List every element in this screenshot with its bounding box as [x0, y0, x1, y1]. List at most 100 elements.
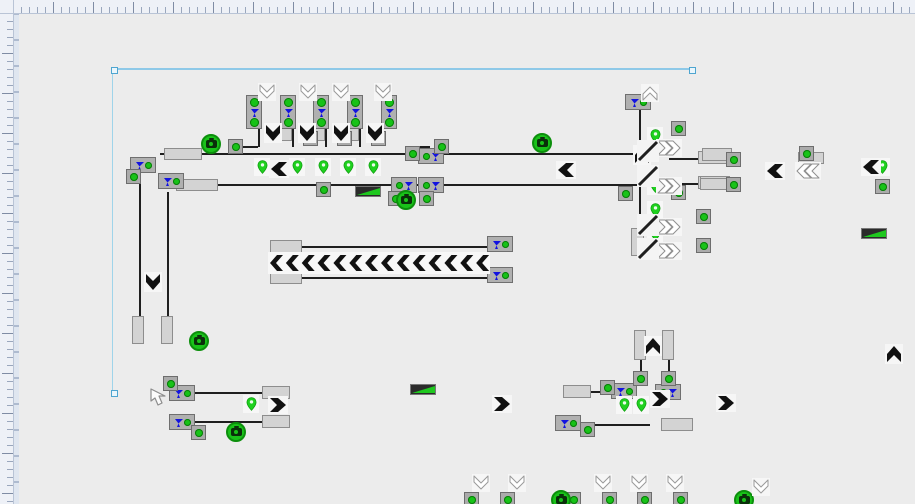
- block-stub-b[interactable]: [161, 316, 173, 344]
- pin-3[interactable]: [315, 158, 331, 176]
- node-trunk-left[interactable]: [618, 186, 633, 201]
- siding-direction-arrow-run[interactable]: [268, 252, 490, 274]
- selection-handle-top-left[interactable]: [111, 67, 118, 74]
- node-bot-2[interactable]: [500, 492, 515, 504]
- chevron-down-b5[interactable]: [666, 474, 684, 492]
- block-depot-low-right[interactable]: [661, 418, 693, 431]
- node-bot-4[interactable]: [602, 492, 617, 504]
- node-trunk-1[interactable]: [671, 121, 686, 136]
- chevron-black-down-4[interactable]: [366, 123, 384, 143]
- node-branch-a[interactable]: [726, 152, 741, 167]
- signal-w4[interactable]: [347, 95, 363, 129]
- camera-north-east[interactable]: [532, 133, 552, 153]
- chevron-black-down-1[interactable]: [264, 123, 282, 143]
- signal-yard-b[interactable]: [169, 414, 195, 430]
- node-depot-2[interactable]: [633, 371, 648, 386]
- signal-siding-tr[interactable]: [487, 236, 513, 252]
- pin-1[interactable]: [254, 158, 270, 176]
- node-bot-5[interactable]: [637, 492, 652, 504]
- signal-w1[interactable]: [246, 95, 262, 129]
- chevron-dbl-left-east[interactable]: [795, 162, 821, 180]
- chevron-black-left-main[interactable]: [556, 161, 576, 179]
- chevron-down-w4[interactable]: [374, 83, 392, 101]
- node-far-right[interactable]: [875, 179, 890, 194]
- camera-yard-low[interactable]: [226, 422, 246, 442]
- node-mid-1[interactable]: [405, 146, 420, 161]
- chevron-down-b3[interactable]: [594, 474, 612, 492]
- dswitch-trunk-3[interactable]: [637, 214, 659, 236]
- drawing-canvas[interactable]: [14, 14, 915, 504]
- chevron-down-w3[interactable]: [332, 83, 350, 101]
- node-branch-b[interactable]: [726, 177, 741, 192]
- signal-west-lower-b[interactable]: [158, 173, 184, 189]
- chevron-black-up-depot[interactable]: [644, 336, 662, 356]
- pin-depot-1[interactable]: [616, 396, 632, 414]
- chevron-down-b1[interactable]: [472, 474, 490, 492]
- chevron-down-b2[interactable]: [508, 474, 526, 492]
- chevron-black-down-3[interactable]: [332, 123, 350, 143]
- chevron-black-left-east-1[interactable]: [765, 162, 785, 180]
- block-yard-bottom[interactable]: [262, 415, 290, 428]
- camera-bottom-2[interactable]: [734, 490, 754, 504]
- node-bot-6[interactable]: [673, 492, 688, 504]
- dswitch-trunk-4[interactable]: [637, 238, 659, 260]
- ruler-origin-corner[interactable]: [0, 0, 14, 14]
- camera-center[interactable]: [396, 190, 416, 210]
- dswitch-trunk-2[interactable]: [637, 165, 659, 187]
- chevron-black-right-far[interactable]: [716, 394, 736, 412]
- pin-depot-2[interactable]: [633, 396, 649, 414]
- chevron-black-right-depot[interactable]: [650, 390, 670, 408]
- chevron-down-w2[interactable]: [299, 83, 317, 101]
- chevron-black-right-mid[interactable]: [492, 395, 512, 413]
- chevron-dbl-right-1[interactable]: [656, 139, 682, 157]
- turnout-center[interactable]: [355, 186, 381, 197]
- block-west-upper[interactable]: [164, 148, 202, 160]
- node-mid-2[interactable]: [434, 139, 449, 154]
- turnout-mid-bottom[interactable]: [410, 384, 436, 395]
- selection-handle-bottom-left[interactable]: [111, 390, 118, 397]
- node-yard-low[interactable]: [191, 425, 206, 440]
- node-east-far[interactable]: [799, 146, 814, 161]
- signal-trunk-top[interactable]: [625, 94, 651, 110]
- node-west-1[interactable]: [228, 139, 243, 154]
- signal-depot-c[interactable]: [555, 415, 581, 431]
- pin-4[interactable]: [340, 158, 356, 176]
- chevron-up-trunk[interactable]: [641, 84, 659, 102]
- pin-5[interactable]: [365, 158, 381, 176]
- block-stub-a[interactable]: [132, 316, 144, 344]
- node-depot-3[interactable]: [661, 371, 676, 386]
- node-trunk-4[interactable]: [696, 238, 711, 253]
- chevron-black-left-east-2[interactable]: [861, 158, 881, 176]
- chevron-dbl-right-4[interactable]: [656, 242, 682, 260]
- camera-west[interactable]: [201, 134, 221, 154]
- node-center-low[interactable]: [316, 182, 331, 197]
- node-left-low[interactable]: [126, 169, 141, 184]
- camera-yard[interactable]: [189, 331, 209, 351]
- block-depot-left[interactable]: [563, 385, 591, 398]
- signal-w3[interactable]: [313, 95, 329, 129]
- chevron-black-right-yard[interactable]: [268, 396, 288, 414]
- node-yard-top[interactable]: [163, 376, 178, 391]
- chevron-black-down-left[interactable]: [144, 272, 162, 292]
- node-inline-b[interactable]: [419, 191, 434, 206]
- signal-siding-br[interactable]: [487, 267, 513, 283]
- signal-w2[interactable]: [280, 95, 296, 129]
- chevron-down-b6[interactable]: [752, 478, 770, 496]
- node-depot-low[interactable]: [580, 422, 595, 437]
- node-bot-1[interactable]: [464, 492, 479, 504]
- chevron-dbl-right-2[interactable]: [656, 177, 682, 195]
- chevron-black-down-2[interactable]: [298, 123, 316, 143]
- signal-w5[interactable]: [381, 95, 397, 129]
- chevron-black-up-far[interactable]: [885, 344, 903, 364]
- chevron-down-b4[interactable]: [630, 474, 648, 492]
- left-scroll-strip[interactable]: [13, 13, 19, 504]
- node-depot-1[interactable]: [600, 380, 615, 395]
- selection-handle-top-right[interactable]: [689, 67, 696, 74]
- turnout-far-right[interactable]: [861, 228, 887, 239]
- pin-yard[interactable]: [243, 395, 259, 413]
- node-trunk-3[interactable]: [696, 209, 711, 224]
- pin-2[interactable]: [289, 158, 305, 176]
- block-depot-up-b[interactable]: [662, 330, 674, 360]
- chevron-dbl-right-3[interactable]: [656, 218, 682, 236]
- chevron-down-w1[interactable]: [258, 83, 276, 101]
